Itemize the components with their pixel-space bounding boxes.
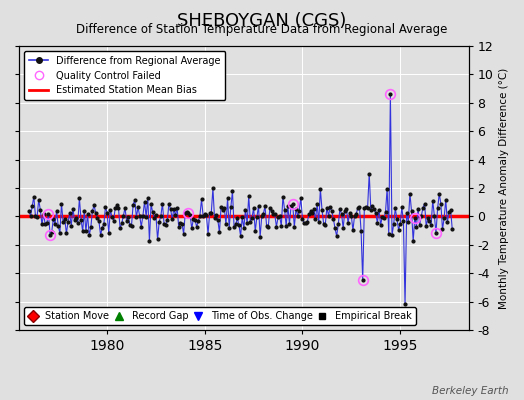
Legend: Station Move, Record Gap, Time of Obs. Change, Empirical Break: Station Move, Record Gap, Time of Obs. C… [24,307,416,325]
Text: SHEBOYGAN (CGS): SHEBOYGAN (CGS) [177,12,347,30]
Text: Berkeley Earth: Berkeley Earth [432,386,508,396]
Y-axis label: Monthly Temperature Anomaly Difference (°C): Monthly Temperature Anomaly Difference (… [499,67,509,309]
Text: Difference of Station Temperature Data from Regional Average: Difference of Station Temperature Data f… [77,23,447,36]
